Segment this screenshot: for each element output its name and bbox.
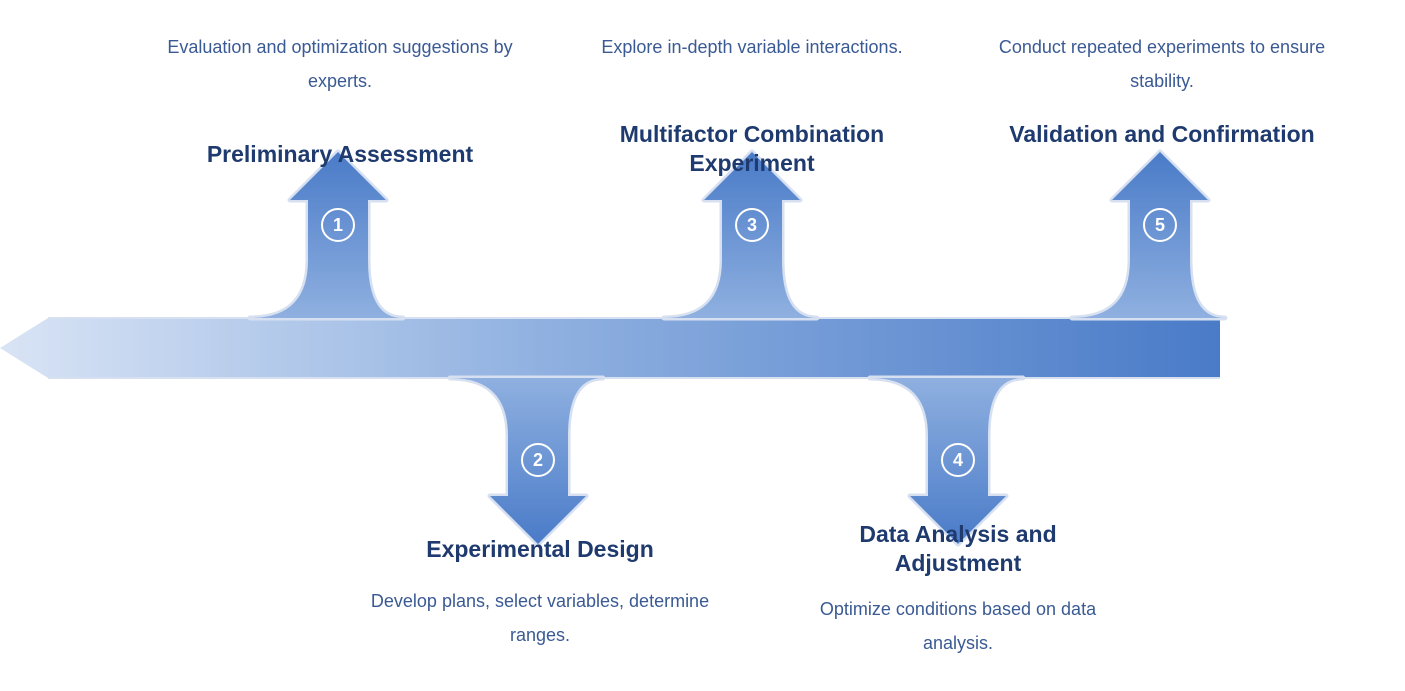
- step-desc-1: Evaluation and optimization suggestions …: [160, 30, 520, 98]
- main-flow-band: [0, 318, 1220, 378]
- process-flow-diagram: 1 Preliminary Assessment Evaluation and op…: [0, 0, 1405, 691]
- step-desc-3: Explore in-depth variable interactions.: [582, 30, 922, 64]
- step-number-4: 4: [941, 443, 975, 477]
- branch-arrow-2: [450, 378, 603, 544]
- step-title-1: Preliminary Assessment: [160, 140, 520, 169]
- step-number-text: 1: [333, 215, 343, 236]
- step-number-1: 1: [321, 208, 355, 242]
- step-number-5: 5: [1143, 208, 1177, 242]
- step-number-text: 2: [533, 450, 543, 471]
- step-title-3: Multifactor Combination Experiment: [582, 120, 922, 178]
- step-number-text: 5: [1155, 215, 1165, 236]
- step-number-text: 3: [747, 215, 757, 236]
- branch-outline: [250, 152, 403, 318]
- step-number-text: 4: [953, 450, 963, 471]
- step-title-2: Experimental Design: [360, 535, 720, 564]
- step-title-4: Data Analysis and Adjustment: [798, 520, 1118, 578]
- step-number-2: 2: [521, 443, 555, 477]
- branch-outline: [1072, 152, 1225, 318]
- step-desc-5: Conduct repeated experiments to ensure s…: [992, 30, 1332, 98]
- step-number-3: 3: [735, 208, 769, 242]
- branch-arrow-1: [250, 152, 403, 318]
- step-desc-2: Develop plans, select variables, determi…: [360, 584, 720, 652]
- branch-outline: [450, 378, 603, 544]
- step-title-5: Validation and Confirmation: [992, 120, 1332, 149]
- branch-arrow-5: [1072, 152, 1225, 318]
- step-desc-4: Optimize conditions based on data analys…: [798, 592, 1118, 660]
